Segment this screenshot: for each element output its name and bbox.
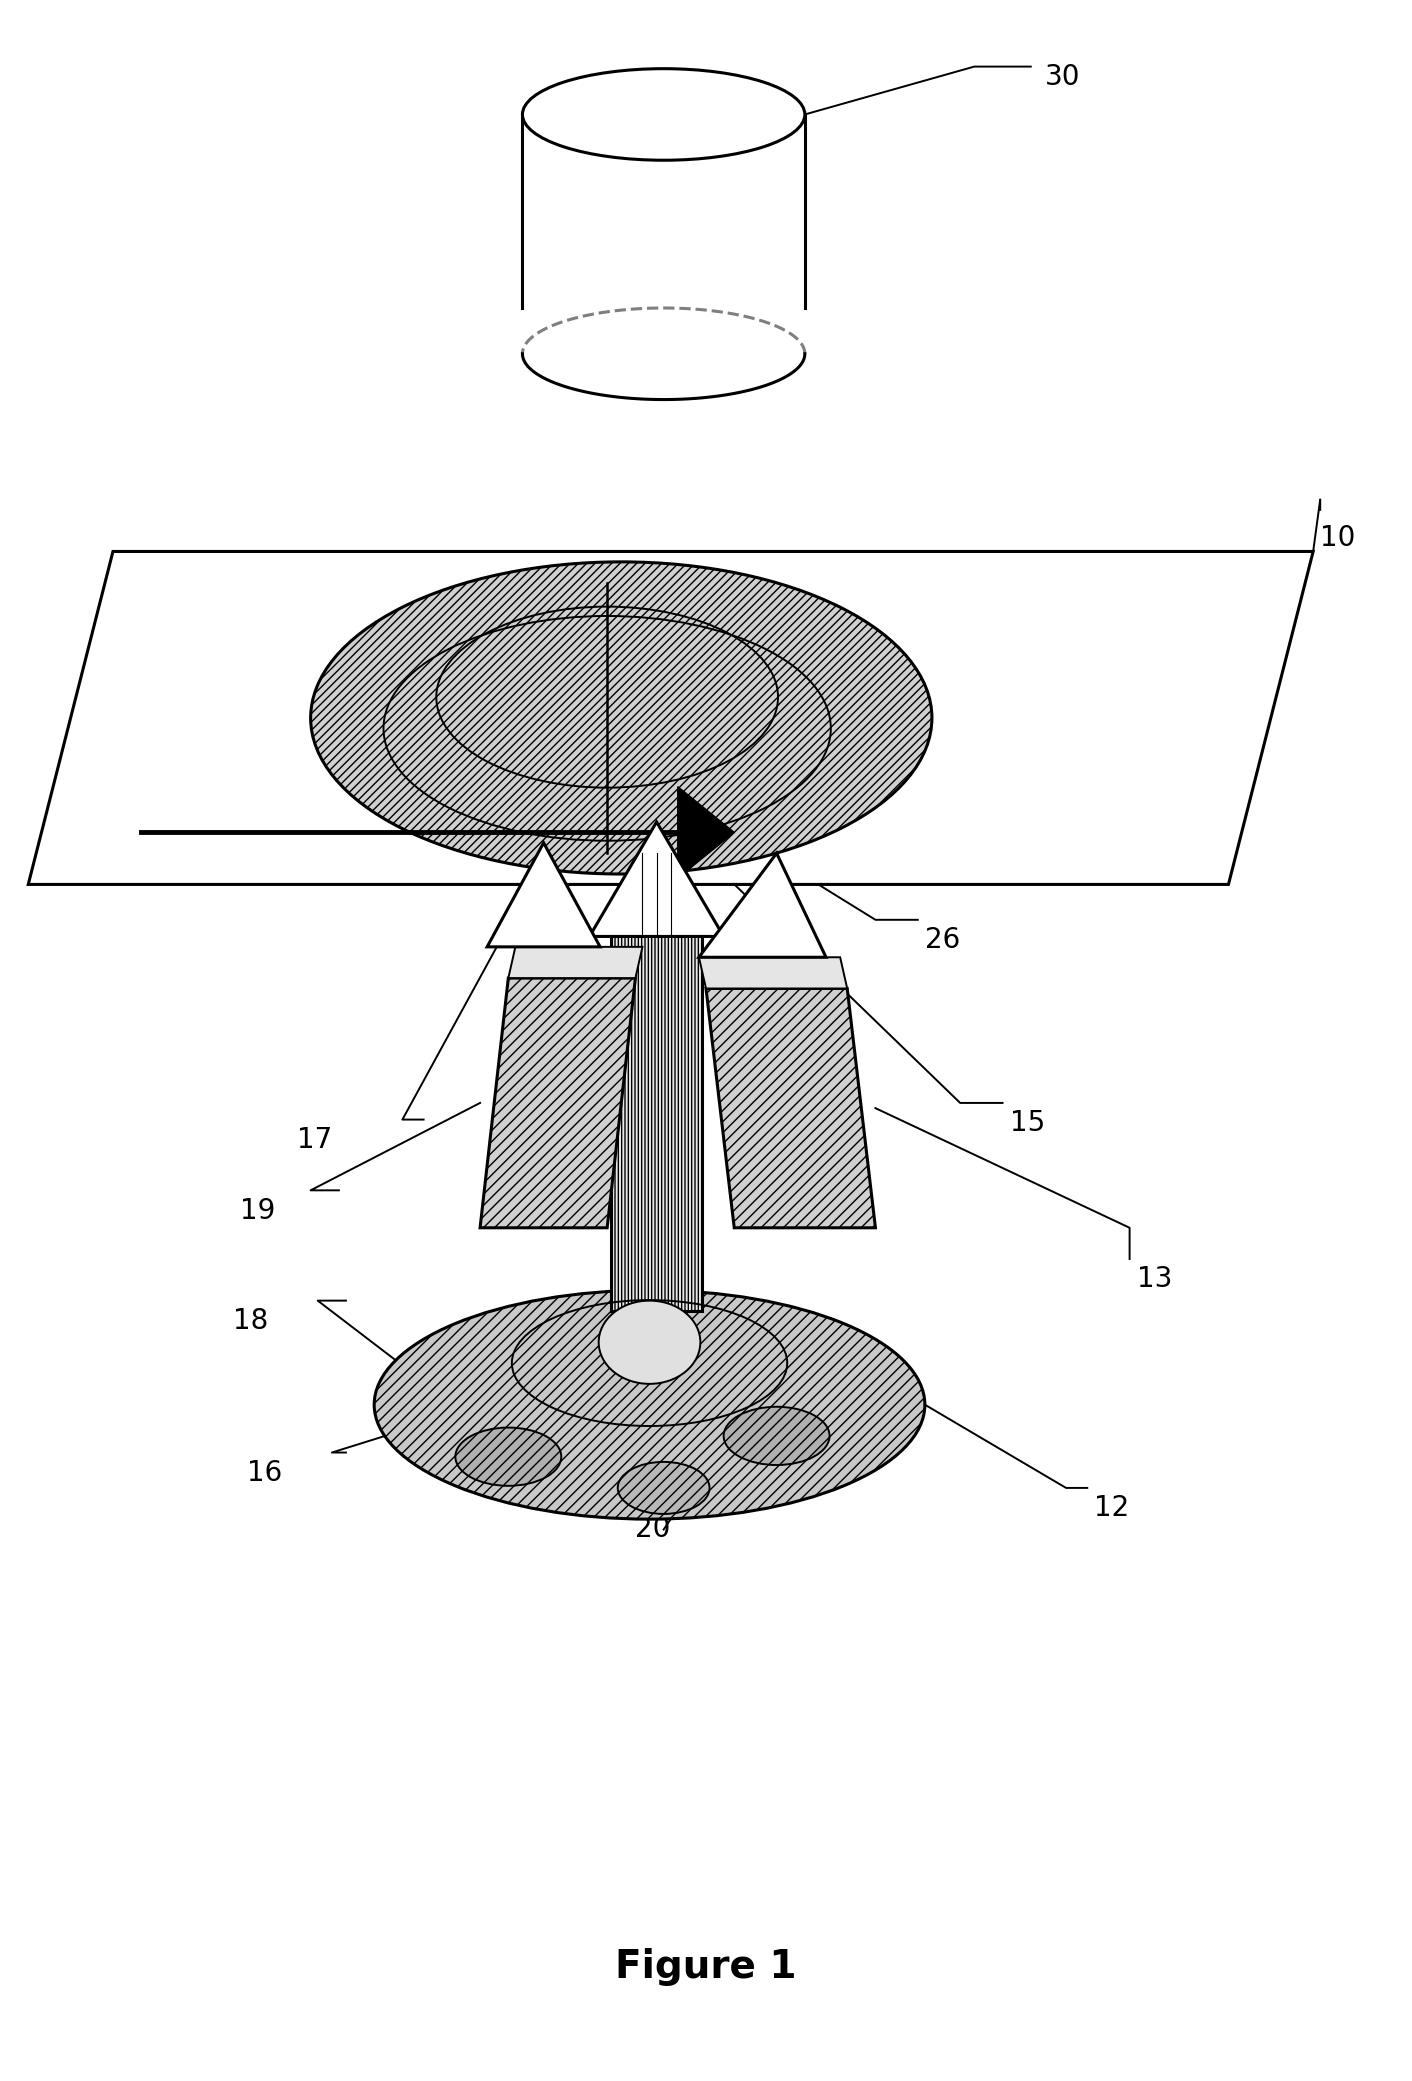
Polygon shape <box>610 936 703 1311</box>
Ellipse shape <box>618 1461 710 1515</box>
Text: 13: 13 <box>1137 1265 1172 1292</box>
Text: 28: 28 <box>494 672 530 699</box>
Text: 10: 10 <box>1320 524 1356 551</box>
Text: 30: 30 <box>1045 62 1080 92</box>
Polygon shape <box>699 853 826 957</box>
Text: 26: 26 <box>925 926 960 953</box>
Polygon shape <box>699 957 847 988</box>
Polygon shape <box>480 978 635 1228</box>
Text: 12: 12 <box>1094 1494 1130 1521</box>
Text: 22: 22 <box>1024 703 1059 730</box>
Polygon shape <box>522 160 805 354</box>
Text: 20: 20 <box>635 1515 671 1542</box>
Text: 16: 16 <box>247 1459 282 1486</box>
Polygon shape <box>590 822 724 936</box>
Text: 24: 24 <box>873 676 908 703</box>
Text: 18: 18 <box>233 1307 268 1334</box>
Text: 32: 32 <box>127 714 162 741</box>
Text: 15: 15 <box>1010 1109 1045 1136</box>
Text: 19: 19 <box>240 1197 275 1224</box>
Ellipse shape <box>723 1407 830 1465</box>
Polygon shape <box>706 988 875 1228</box>
Text: 14: 14 <box>699 1411 734 1438</box>
Polygon shape <box>28 551 1313 884</box>
Text: Figure 1: Figure 1 <box>616 1948 796 1985</box>
Polygon shape <box>508 947 642 978</box>
Ellipse shape <box>522 69 805 160</box>
Ellipse shape <box>599 1301 700 1384</box>
Ellipse shape <box>374 1290 925 1519</box>
Text: 17: 17 <box>297 1126 332 1153</box>
Ellipse shape <box>311 562 932 874</box>
Polygon shape <box>487 843 600 947</box>
Polygon shape <box>678 787 734 878</box>
Ellipse shape <box>455 1428 562 1486</box>
